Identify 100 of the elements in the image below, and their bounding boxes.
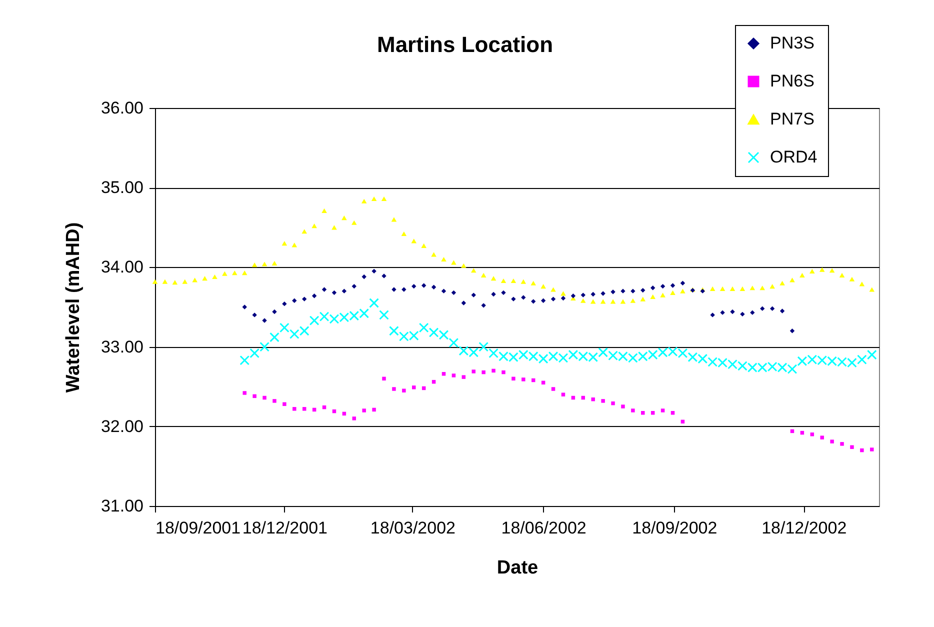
- x-tick-label: 18/03/2002: [370, 518, 456, 538]
- point: [720, 310, 725, 315]
- point: [481, 303, 486, 308]
- point: [870, 448, 874, 452]
- point: [600, 291, 606, 296]
- point: [670, 283, 676, 288]
- point: [511, 296, 516, 302]
- point: [551, 387, 556, 391]
- point: [611, 401, 615, 406]
- x-axis-title: Date: [496, 558, 538, 578]
- point: [750, 310, 755, 315]
- point: [660, 408, 665, 412]
- point: [352, 416, 356, 420]
- y-tick-label: 31.00: [100, 496, 144, 516]
- point: [392, 387, 396, 391]
- point: [342, 288, 347, 294]
- x-tick-label: 18/09/2002: [632, 518, 718, 538]
- point: [302, 407, 306, 411]
- point: [610, 290, 616, 294]
- point: [680, 280, 686, 286]
- point: [760, 306, 765, 311]
- point: [631, 408, 635, 412]
- point: [382, 274, 386, 278]
- point: [630, 288, 636, 294]
- point: [830, 440, 834, 444]
- point: [512, 376, 516, 381]
- point: [402, 388, 406, 392]
- y-tick-label: 35.00: [100, 178, 144, 198]
- x-tick-label: 18/06/2002: [501, 518, 586, 538]
- point: [372, 268, 376, 274]
- point: [591, 397, 595, 402]
- point: [402, 287, 406, 292]
- point: [262, 318, 267, 323]
- point: [312, 294, 317, 298]
- point: [590, 292, 596, 297]
- point: [262, 396, 266, 400]
- point: [601, 399, 605, 403]
- point: [392, 287, 396, 292]
- point: [790, 328, 795, 334]
- x-tick-label: 18/09/2001: [156, 518, 241, 538]
- point: [560, 296, 566, 301]
- chart-title: Martins Location: [376, 32, 554, 57]
- point: [580, 292, 586, 298]
- point: [640, 288, 646, 293]
- point: [522, 378, 526, 382]
- point: [840, 442, 844, 446]
- x-tick-label: 18/12/2002: [762, 518, 847, 538]
- point: [650, 286, 656, 290]
- point: [412, 386, 416, 390]
- point: [850, 445, 854, 449]
- point: [820, 436, 824, 440]
- legend-label: PN7S: [770, 110, 814, 128]
- point: [660, 284, 666, 289]
- y-tick-label: 36.00: [100, 98, 144, 118]
- point: [242, 391, 246, 395]
- point: [780, 308, 785, 314]
- point: [462, 375, 466, 379]
- x-tick-label: 18/12/2001: [242, 518, 328, 538]
- point: [550, 296, 556, 302]
- point: [472, 370, 476, 374]
- point: [421, 283, 426, 288]
- point: [461, 300, 466, 306]
- point: [570, 294, 576, 298]
- point: [292, 298, 297, 303]
- point: [372, 408, 376, 412]
- point: [362, 408, 366, 412]
- point: [282, 301, 287, 306]
- point: [621, 404, 625, 408]
- point: [441, 288, 446, 294]
- point: [322, 287, 327, 292]
- point: [452, 374, 456, 378]
- point: [531, 299, 536, 304]
- legend-label: ORD4: [770, 148, 818, 166]
- point: [641, 410, 645, 415]
- point: [521, 295, 526, 300]
- point: [710, 312, 715, 318]
- point: [730, 309, 735, 314]
- point: [491, 292, 496, 297]
- point: [482, 370, 486, 374]
- point: [540, 298, 546, 303]
- point: [431, 284, 436, 290]
- point: [332, 290, 337, 296]
- y-tick-label: 33.00: [100, 337, 144, 356]
- point: [860, 448, 864, 452]
- point: [561, 392, 566, 396]
- point: [740, 312, 745, 317]
- point: [451, 290, 456, 296]
- legend-label: PN6S: [770, 72, 814, 90]
- point: [502, 370, 506, 374]
- y-axis-title: Waterlevel (mAHD): [62, 222, 84, 393]
- point: [292, 407, 296, 411]
- point: [352, 284, 356, 289]
- point: [282, 402, 286, 406]
- point: [620, 288, 626, 294]
- point: [501, 290, 506, 296]
- point: [412, 284, 416, 289]
- point: [770, 306, 775, 311]
- point: [362, 274, 366, 280]
- point: [252, 394, 256, 398]
- legend-label: PN3S: [770, 34, 814, 52]
